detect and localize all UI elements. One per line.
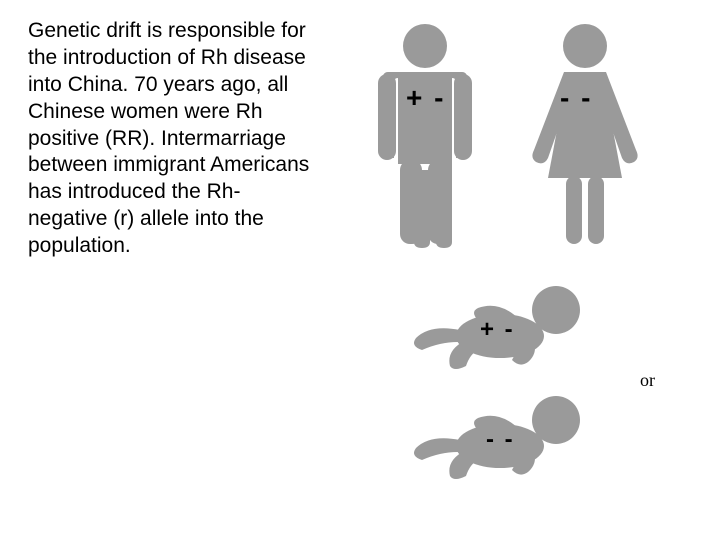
woman-genotype: - -	[560, 82, 592, 114]
body-text: Genetic drift is responsible for the int…	[28, 18, 318, 260]
or-label: or	[640, 370, 655, 391]
rh-figure: + - - -	[360, 20, 690, 520]
man-genotype: + -	[406, 82, 445, 114]
woman-icon	[520, 20, 650, 255]
baby2-genotype: - -	[486, 426, 515, 454]
man-icon	[360, 20, 490, 255]
baby1-genotype: + -	[480, 316, 515, 344]
